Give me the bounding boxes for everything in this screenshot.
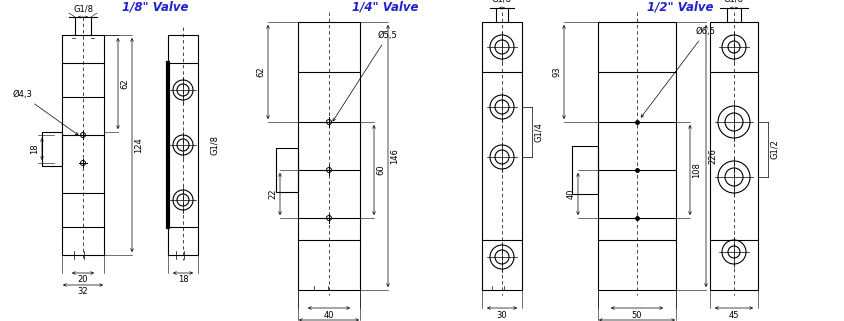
Text: 226: 226 <box>707 148 717 164</box>
Bar <box>276 148 298 192</box>
Text: G1/8: G1/8 <box>210 135 219 155</box>
Text: 62: 62 <box>257 67 265 77</box>
Text: 60: 60 <box>376 165 385 175</box>
Bar <box>571 146 598 194</box>
Bar <box>62 35 104 255</box>
Text: 30: 30 <box>496 310 506 319</box>
Text: 62: 62 <box>121 78 129 89</box>
Text: Ø4,3: Ø4,3 <box>12 91 78 135</box>
Text: G1/4: G1/4 <box>533 122 543 142</box>
Text: G1/8: G1/8 <box>491 0 511 4</box>
Text: Ø5,5: Ø5,5 <box>333 31 398 121</box>
Text: 45: 45 <box>728 310 738 319</box>
Text: 22: 22 <box>268 189 277 199</box>
Bar <box>298 22 360 290</box>
Bar <box>481 22 522 290</box>
Text: 1/8" Valve: 1/8" Valve <box>122 1 188 14</box>
Text: 146: 146 <box>390 148 399 164</box>
Bar <box>598 22 675 290</box>
Text: Ø6,5: Ø6,5 <box>641 27 715 117</box>
Text: 18: 18 <box>30 144 40 154</box>
Bar <box>709 22 757 290</box>
Text: G1/2: G1/2 <box>769 140 778 160</box>
Text: 32: 32 <box>78 288 89 297</box>
Text: G1/8: G1/8 <box>723 0 743 4</box>
Text: 18: 18 <box>177 275 188 284</box>
Bar <box>42 132 62 166</box>
Text: 20: 20 <box>78 275 88 284</box>
Text: 40: 40 <box>323 310 334 319</box>
Text: 1/4" Valve: 1/4" Valve <box>351 1 418 14</box>
Text: 50: 50 <box>631 310 641 319</box>
Text: 93: 93 <box>552 67 560 77</box>
Text: 1/2" Valve: 1/2" Valve <box>646 1 712 14</box>
Text: 108: 108 <box>692 162 701 178</box>
Text: 124: 124 <box>134 137 143 153</box>
Text: G1/8: G1/8 <box>73 4 93 13</box>
Bar <box>168 35 197 255</box>
Text: 40: 40 <box>565 189 575 199</box>
